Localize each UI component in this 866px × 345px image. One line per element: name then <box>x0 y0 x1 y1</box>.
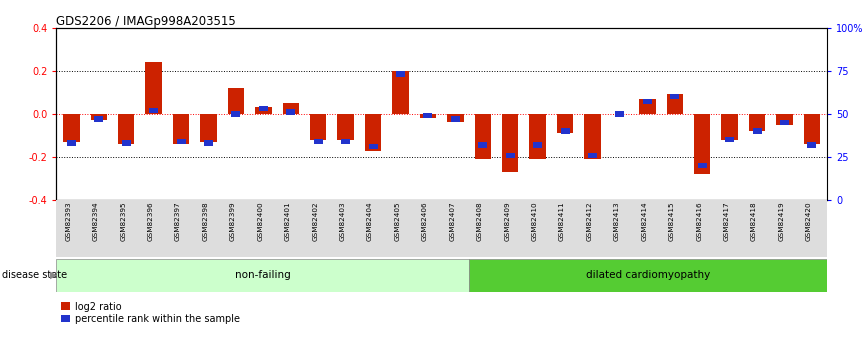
Text: GSM82416: GSM82416 <box>696 202 702 242</box>
Bar <box>670 94 679 99</box>
Text: GSM82417: GSM82417 <box>724 202 730 242</box>
Bar <box>698 163 707 168</box>
Bar <box>749 114 766 131</box>
Bar <box>200 114 216 142</box>
Bar <box>639 99 656 114</box>
Bar <box>67 140 76 146</box>
Bar <box>643 99 652 105</box>
Text: GSM82401: GSM82401 <box>285 202 291 242</box>
Text: GSM82418: GSM82418 <box>751 202 757 242</box>
Bar <box>287 109 295 115</box>
Text: GSM82406: GSM82406 <box>422 202 428 242</box>
Bar <box>588 152 597 158</box>
Bar <box>365 114 381 150</box>
Text: GSM82404: GSM82404 <box>367 202 373 242</box>
Legend: log2 ratio, percentile rank within the sample: log2 ratio, percentile rank within the s… <box>61 302 240 324</box>
Bar <box>259 106 268 111</box>
Bar <box>560 128 570 134</box>
Bar <box>753 128 761 134</box>
Bar <box>667 95 683 114</box>
Bar <box>91 114 107 120</box>
Text: GSM82420: GSM82420 <box>806 202 812 242</box>
Bar <box>310 114 326 140</box>
Bar <box>420 114 436 118</box>
Bar <box>451 116 460 122</box>
Bar <box>506 152 514 158</box>
Text: GSM82393: GSM82393 <box>65 202 71 242</box>
Text: GSM82413: GSM82413 <box>614 202 620 242</box>
Text: GSM82415: GSM82415 <box>669 202 675 242</box>
Bar <box>780 120 789 125</box>
Text: GSM82394: GSM82394 <box>93 202 99 242</box>
Bar <box>231 111 241 117</box>
Text: GSM82409: GSM82409 <box>504 202 510 242</box>
Bar <box>204 140 213 146</box>
Bar <box>804 114 820 144</box>
Bar <box>776 114 792 125</box>
Text: GSM82396: GSM82396 <box>148 202 153 242</box>
Text: ▶: ▶ <box>50 270 58 280</box>
Bar <box>725 137 734 142</box>
Text: GSM82410: GSM82410 <box>532 202 538 242</box>
Bar <box>478 142 488 148</box>
Text: GSM82400: GSM82400 <box>257 202 263 242</box>
Bar <box>423 113 432 118</box>
Text: GSM82395: GSM82395 <box>120 202 126 242</box>
Bar <box>177 139 185 144</box>
Bar <box>475 114 491 159</box>
Bar <box>557 114 573 133</box>
Bar <box>228 88 244 114</box>
Text: dilated cardiomyopathy: dilated cardiomyopathy <box>586 270 710 280</box>
Bar <box>369 144 378 149</box>
Text: GDS2206 / IMAGp998A203515: GDS2206 / IMAGp998A203515 <box>56 14 236 28</box>
Text: GSM82407: GSM82407 <box>449 202 456 242</box>
Text: GSM82402: GSM82402 <box>313 202 318 242</box>
Bar <box>585 114 601 159</box>
Bar <box>616 111 624 117</box>
Bar <box>721 114 738 140</box>
Bar <box>533 142 542 148</box>
Bar <box>529 114 546 159</box>
Bar <box>396 71 405 77</box>
Bar <box>392 71 409 114</box>
Text: GSM82397: GSM82397 <box>175 202 181 242</box>
Bar <box>94 116 103 122</box>
Text: GSM82403: GSM82403 <box>339 202 346 242</box>
Bar <box>469 259 827 292</box>
Text: GSM82419: GSM82419 <box>779 202 785 242</box>
Bar <box>56 259 469 292</box>
Bar <box>149 108 158 113</box>
Bar <box>145 62 162 114</box>
Text: GSM82411: GSM82411 <box>559 202 565 242</box>
Text: non-failing: non-failing <box>235 270 291 280</box>
Text: GSM82398: GSM82398 <box>203 202 209 242</box>
Bar <box>255 107 272 114</box>
Bar <box>807 142 817 148</box>
Text: GSM82412: GSM82412 <box>586 202 592 242</box>
Text: GSM82405: GSM82405 <box>395 202 400 242</box>
Bar <box>447 114 463 122</box>
Bar <box>341 139 350 144</box>
Bar <box>173 114 190 144</box>
Bar <box>694 114 710 174</box>
Text: GSM82414: GSM82414 <box>642 202 648 242</box>
Bar <box>122 140 131 146</box>
Text: GSM82399: GSM82399 <box>230 202 236 242</box>
Text: GSM82408: GSM82408 <box>477 202 483 242</box>
Bar <box>502 114 519 172</box>
Text: disease state: disease state <box>2 270 67 280</box>
Bar <box>118 114 134 144</box>
Bar <box>338 114 354 140</box>
Bar <box>63 114 80 142</box>
Bar <box>313 139 323 144</box>
Bar <box>282 103 299 114</box>
